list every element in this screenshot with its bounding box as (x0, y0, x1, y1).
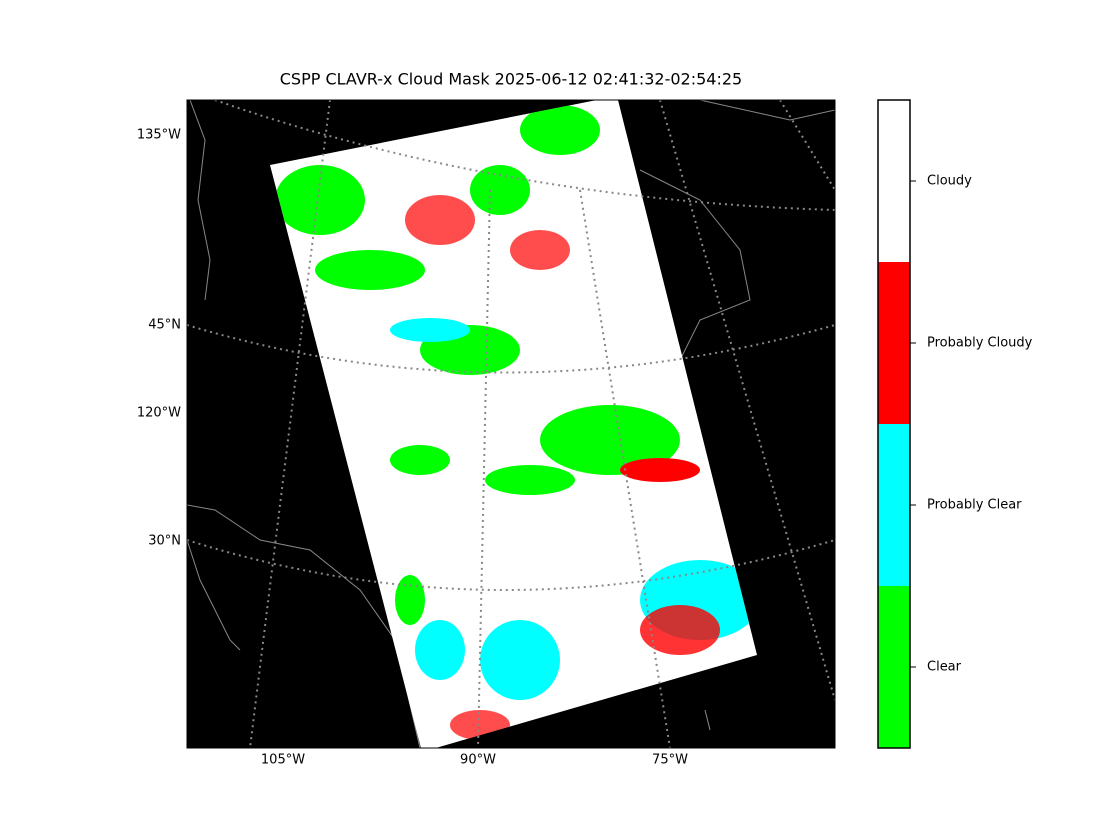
coastlines (187, 100, 835, 748)
map-frame (186, 99, 836, 749)
lon-label: 105°W (261, 753, 305, 768)
colorbar-segment (878, 424, 910, 586)
lat-lon-label: 120°W (137, 406, 181, 421)
colorbar-segment (878, 262, 910, 424)
colorbar-label: Probably Clear (927, 498, 1022, 513)
colorbar-label: Probably Cloudy (927, 336, 1033, 351)
colorbar-segment (878, 100, 910, 262)
title: CSPP CLAVR-x Cloud Mask 2025-06-12 02:41… (280, 70, 742, 89)
axis-labels: 135°W 45°N 120°W 30°N 105°W 90°W 75°W (137, 128, 688, 768)
graticule (187, 100, 835, 748)
colorbar-segment (878, 586, 910, 748)
map (187, 100, 835, 748)
lon-label: 90°W (460, 753, 496, 768)
lat-lon-label: 45°N (148, 318, 181, 333)
lat-lon-label: 135°W (137, 128, 181, 143)
colorbar: Clear Probably Clear Probably Cloudy Cloudy (877, 99, 1033, 749)
colorbar-label: Clear (927, 660, 962, 675)
colorbar-frame (877, 99, 911, 749)
lon-label: 75°W (652, 753, 688, 768)
colorbar-label: Cloudy (927, 174, 972, 189)
lat-lon-label: 30°N (148, 534, 181, 549)
